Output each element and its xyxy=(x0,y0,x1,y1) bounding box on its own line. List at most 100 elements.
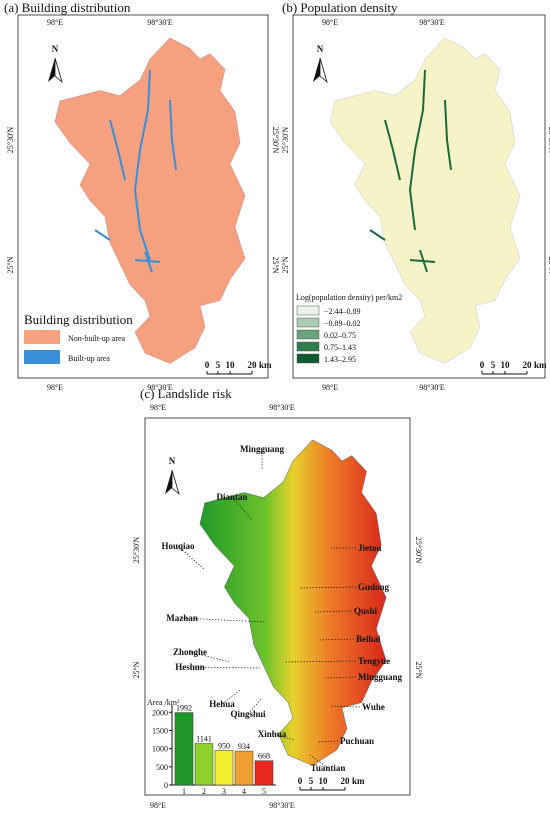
scale-label: 20 xyxy=(341,776,351,786)
y-coord-label: 25°N xyxy=(6,256,15,273)
place-label: Zhonghe xyxy=(173,647,207,657)
scale-bar: 0 5 10 20 km xyxy=(480,360,547,375)
place-labels: Mingguang Diantan Houqiao Jietou Gudong Qushi… xyxy=(161,444,402,773)
y-coord-label: 25°30'N xyxy=(271,127,280,154)
place-label: Xinhua xyxy=(258,729,287,739)
leader-line xyxy=(329,705,361,708)
scale-label: 10 xyxy=(226,360,236,370)
place-label: Jietou xyxy=(358,543,382,553)
y-coord-label: 25°30'N xyxy=(547,127,550,154)
panel-a: (a) Building distribution 98°E 98°30'E 9… xyxy=(4,0,280,392)
y-tick-label: 2000 xyxy=(152,708,168,717)
place-label: Qingshui xyxy=(230,709,266,719)
leader-line xyxy=(247,697,263,715)
scale-label: km xyxy=(352,776,365,786)
y-tick-label: 0 xyxy=(164,781,168,790)
y-coord-label: 25°30'N xyxy=(132,537,141,564)
scale-label: 5 xyxy=(491,360,496,370)
leader-line xyxy=(271,733,296,741)
place-label: Tuantian xyxy=(311,763,346,773)
north-arrow xyxy=(48,58,55,82)
map-frame xyxy=(144,417,411,796)
x-tick-label: 1 xyxy=(182,787,186,796)
leader-line xyxy=(314,610,353,613)
place-label: Heshun xyxy=(175,662,205,672)
x-tick-label: 4 xyxy=(242,787,246,796)
leader-line xyxy=(177,545,206,571)
place-label: Houqiao xyxy=(161,541,195,551)
scale-label: 0 xyxy=(480,360,485,370)
bar xyxy=(234,750,254,786)
map-frame xyxy=(292,14,546,379)
inset-chart: 0 500 1000 1500 2000 1992 1 1141 2 950 3 934 4 668 5 xyxy=(152,704,276,796)
y-tick-label: 1500 xyxy=(152,726,168,735)
density-spots xyxy=(369,69,452,273)
x-tick-label: 5 xyxy=(262,787,266,796)
x-tick-label: 2 xyxy=(202,787,206,796)
inset-y-label: Area /km² xyxy=(147,698,180,707)
scale-bar: 0 5 10 20 km xyxy=(298,776,365,791)
legend-label: −0.89–0.02 xyxy=(324,319,361,328)
scale-label: 20 xyxy=(523,360,533,370)
bar xyxy=(194,743,214,786)
legend-swatch xyxy=(296,305,320,316)
legend-label: 0.02–0.75 xyxy=(324,331,356,340)
y-coord-label: 25°N xyxy=(547,257,550,274)
x-coord-label: 98°E xyxy=(150,801,166,810)
legend-title: Building distribution xyxy=(24,312,133,327)
x-coord-label: 98°E xyxy=(47,18,63,27)
legend-label: 0.75–1.43 xyxy=(324,343,356,352)
y-coord-label: 25°30'N xyxy=(281,127,290,154)
legend-swatch xyxy=(296,353,320,364)
x-coord-label: 98°30'E xyxy=(269,403,295,412)
scale-label: 0 xyxy=(298,776,303,786)
legend-swatch xyxy=(24,330,60,344)
leader-line xyxy=(181,617,266,623)
bar xyxy=(214,750,234,786)
place-label: Qushi xyxy=(354,606,378,616)
legend-swatch xyxy=(296,317,320,328)
place-label: Hehua xyxy=(209,699,235,709)
y-coord-label: 25°N xyxy=(271,257,280,274)
data-label: 934 xyxy=(238,742,250,751)
place-label: Wuhe xyxy=(362,702,385,712)
map-area xyxy=(199,439,387,767)
leader-line xyxy=(317,638,355,641)
place-label: Mingguang xyxy=(358,672,403,682)
data-label: 1992 xyxy=(176,704,192,713)
y-tick-label: 1000 xyxy=(152,745,168,754)
north-label: N xyxy=(52,44,59,54)
leader-line xyxy=(189,651,231,663)
legend-label: 1.43–2.95 xyxy=(324,355,356,364)
data-label: 668 xyxy=(258,752,270,761)
legend-label: Built-up area xyxy=(68,354,110,363)
x-coord-label: 98°30'E xyxy=(419,18,445,27)
place-label: Diantan xyxy=(216,492,247,502)
scale-label: 5 xyxy=(216,360,221,370)
x-coord-label: 98°E xyxy=(322,18,338,27)
legend-label: −2.44–0.89 xyxy=(324,307,361,316)
place-label: Mingguang xyxy=(240,444,285,454)
scale-label: 20 xyxy=(248,360,258,370)
place-label: Gudong xyxy=(358,582,390,592)
y-coord-label: 25°N xyxy=(414,662,423,679)
x-coord-label: 98°E xyxy=(150,403,166,412)
bar xyxy=(174,712,194,786)
scale-label: km xyxy=(534,360,547,370)
data-label: 950 xyxy=(218,741,230,750)
built-up-areas xyxy=(94,69,177,273)
bar xyxy=(254,760,274,786)
scale-label: 0 xyxy=(205,360,210,370)
panel-title: (a) Building distribution xyxy=(4,0,131,15)
leader-line xyxy=(231,496,253,521)
data-label: 1141 xyxy=(196,735,212,744)
x-coord-label: 98°E xyxy=(322,383,338,392)
leader-line xyxy=(309,754,329,769)
x-tick-label: 3 xyxy=(222,787,226,796)
scale-label: 10 xyxy=(501,360,511,370)
y-coord-label: 25°N xyxy=(281,256,290,273)
place-label: Tengyue xyxy=(358,656,390,666)
x-coord-label: 98°30'E xyxy=(419,383,445,392)
north-label: N xyxy=(169,456,176,466)
